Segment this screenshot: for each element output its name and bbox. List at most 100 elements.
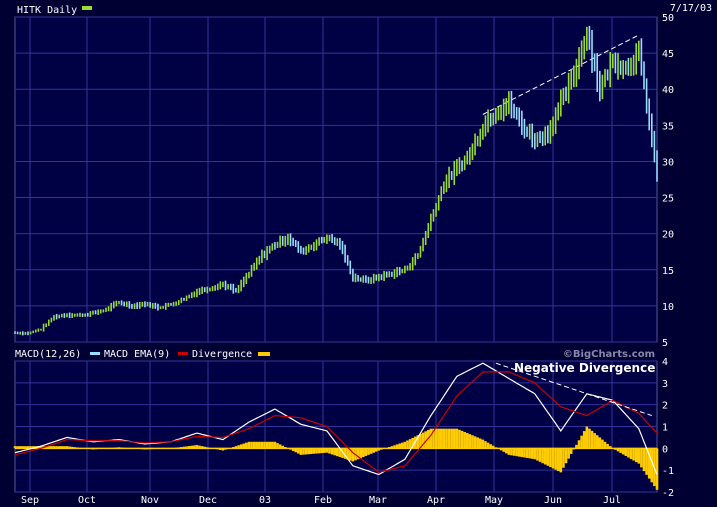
divergence-bar — [239, 444, 243, 449]
divergence-bar — [481, 439, 485, 449]
divergence-bar — [432, 428, 435, 449]
divergence-bar — [403, 441, 407, 449]
divergence-bar — [348, 448, 352, 461]
divergence-bar — [647, 448, 651, 479]
divergence-bar — [273, 441, 277, 449]
divergence-bar — [541, 448, 544, 464]
divergence-bar — [52, 446, 56, 449]
divergence-bar — [146, 448, 149, 450]
divergence-bar — [460, 430, 464, 449]
divergence-bar — [271, 441, 274, 449]
divergence-bar — [330, 448, 334, 455]
divergence-bar — [60, 446, 64, 449]
divergence-bar — [159, 448, 162, 449]
divergence-bar — [419, 433, 422, 449]
divergence-bar — [122, 447, 126, 449]
divergence-bar — [338, 448, 342, 458]
x-tick-labels: Sep Oct Nov Dec 03 Feb Mar Apr May Jun Jul — [21, 495, 621, 506]
divergence-bar — [284, 447, 287, 449]
divergence-bar — [525, 448, 529, 458]
divergence-bar — [536, 448, 539, 461]
divergence-bar — [593, 433, 596, 449]
price-gridlines — [15, 16, 657, 343]
x-tick-label: May — [485, 495, 503, 506]
divergence-bar — [634, 448, 638, 463]
divergence-bar — [242, 443, 246, 449]
divergence-bar — [515, 448, 518, 457]
divergence-bar — [601, 439, 604, 449]
divergence-bar — [588, 428, 591, 449]
divergence-bar — [559, 448, 563, 473]
divergence-bar — [533, 448, 537, 460]
divergence-bar — [213, 448, 217, 449]
divergence-bar — [328, 448, 331, 454]
divergence-bar — [120, 447, 123, 449]
x-tick-label: Sep — [21, 495, 39, 506]
divergence-bar — [598, 437, 602, 449]
divergence-bar — [333, 448, 337, 456]
divergence-ema-legend-swatch — [178, 352, 188, 355]
divergence-bar — [543, 448, 547, 465]
divergence-bar — [499, 448, 503, 451]
divergence-bar — [255, 441, 259, 449]
divergence-bar — [143, 448, 147, 450]
divergence-bar — [39, 446, 43, 449]
divergence-bar — [234, 446, 238, 449]
divergence-bar — [180, 447, 183, 449]
divergence-bar — [595, 435, 599, 449]
macd-y-tick-label: 0 — [662, 444, 668, 455]
divergence-bar — [200, 446, 204, 449]
divergence-bar — [258, 441, 261, 449]
divergence-bar — [582, 431, 586, 449]
divergence-bar — [115, 447, 118, 449]
divergence-bar — [512, 448, 516, 456]
macd-legend-label: MACD(12,26) — [15, 349, 81, 360]
divergence-bar — [320, 448, 324, 454]
divergence-bar — [351, 448, 355, 462]
divergence-bar — [167, 448, 170, 449]
divergence-bar — [247, 441, 251, 449]
divergence-bar — [590, 430, 594, 449]
divergence-bar — [406, 440, 409, 449]
divergence-bar — [398, 443, 401, 449]
divergence-bar — [73, 447, 77, 449]
divergence-bar — [268, 441, 272, 449]
divergence-bar — [281, 445, 285, 449]
divergence-bar — [99, 448, 103, 449]
divergence-bar — [377, 448, 381, 451]
divergence-bar — [304, 448, 308, 455]
x-tick-label: Oct — [78, 495, 96, 506]
divergence-bar — [83, 448, 87, 449]
divergence-bar — [364, 448, 368, 456]
divergence-bar — [65, 446, 69, 449]
divergence-bar — [621, 448, 625, 455]
divergence-bar — [31, 446, 35, 449]
brand-label: ©BigCharts.com — [563, 349, 655, 360]
divergence-bar — [299, 448, 303, 455]
divergence-bar — [50, 446, 53, 449]
macd-y-tick-label: 1 — [662, 423, 668, 434]
price-bars — [14, 25, 658, 336]
divergence-bar — [265, 441, 269, 449]
divergence-bar — [491, 445, 495, 449]
divergence-bar — [177, 447, 181, 449]
divergence-bar — [128, 448, 131, 449]
divergence-bar — [172, 448, 175, 449]
divergence-bar — [24, 446, 27, 449]
divergence-bar — [190, 445, 194, 449]
macd-ema-legend-swatch — [90, 352, 100, 355]
divergence-bar — [130, 448, 134, 449]
divergence-bar — [133, 448, 136, 449]
divergence-bar — [502, 448, 505, 452]
divergence-bar — [372, 448, 375, 453]
divergence-bar — [650, 448, 654, 483]
divergence-bar — [310, 448, 313, 455]
divergence-bar — [640, 448, 643, 468]
x-tick-label: Feb — [314, 495, 332, 506]
price-y-tick-label: 20 — [662, 230, 674, 241]
divergence-bar — [567, 448, 570, 459]
divergence-bar — [439, 428, 443, 449]
divergence-bar — [86, 448, 90, 449]
divergence-bar — [523, 448, 526, 458]
price-y-tick-label: 35 — [662, 121, 674, 132]
